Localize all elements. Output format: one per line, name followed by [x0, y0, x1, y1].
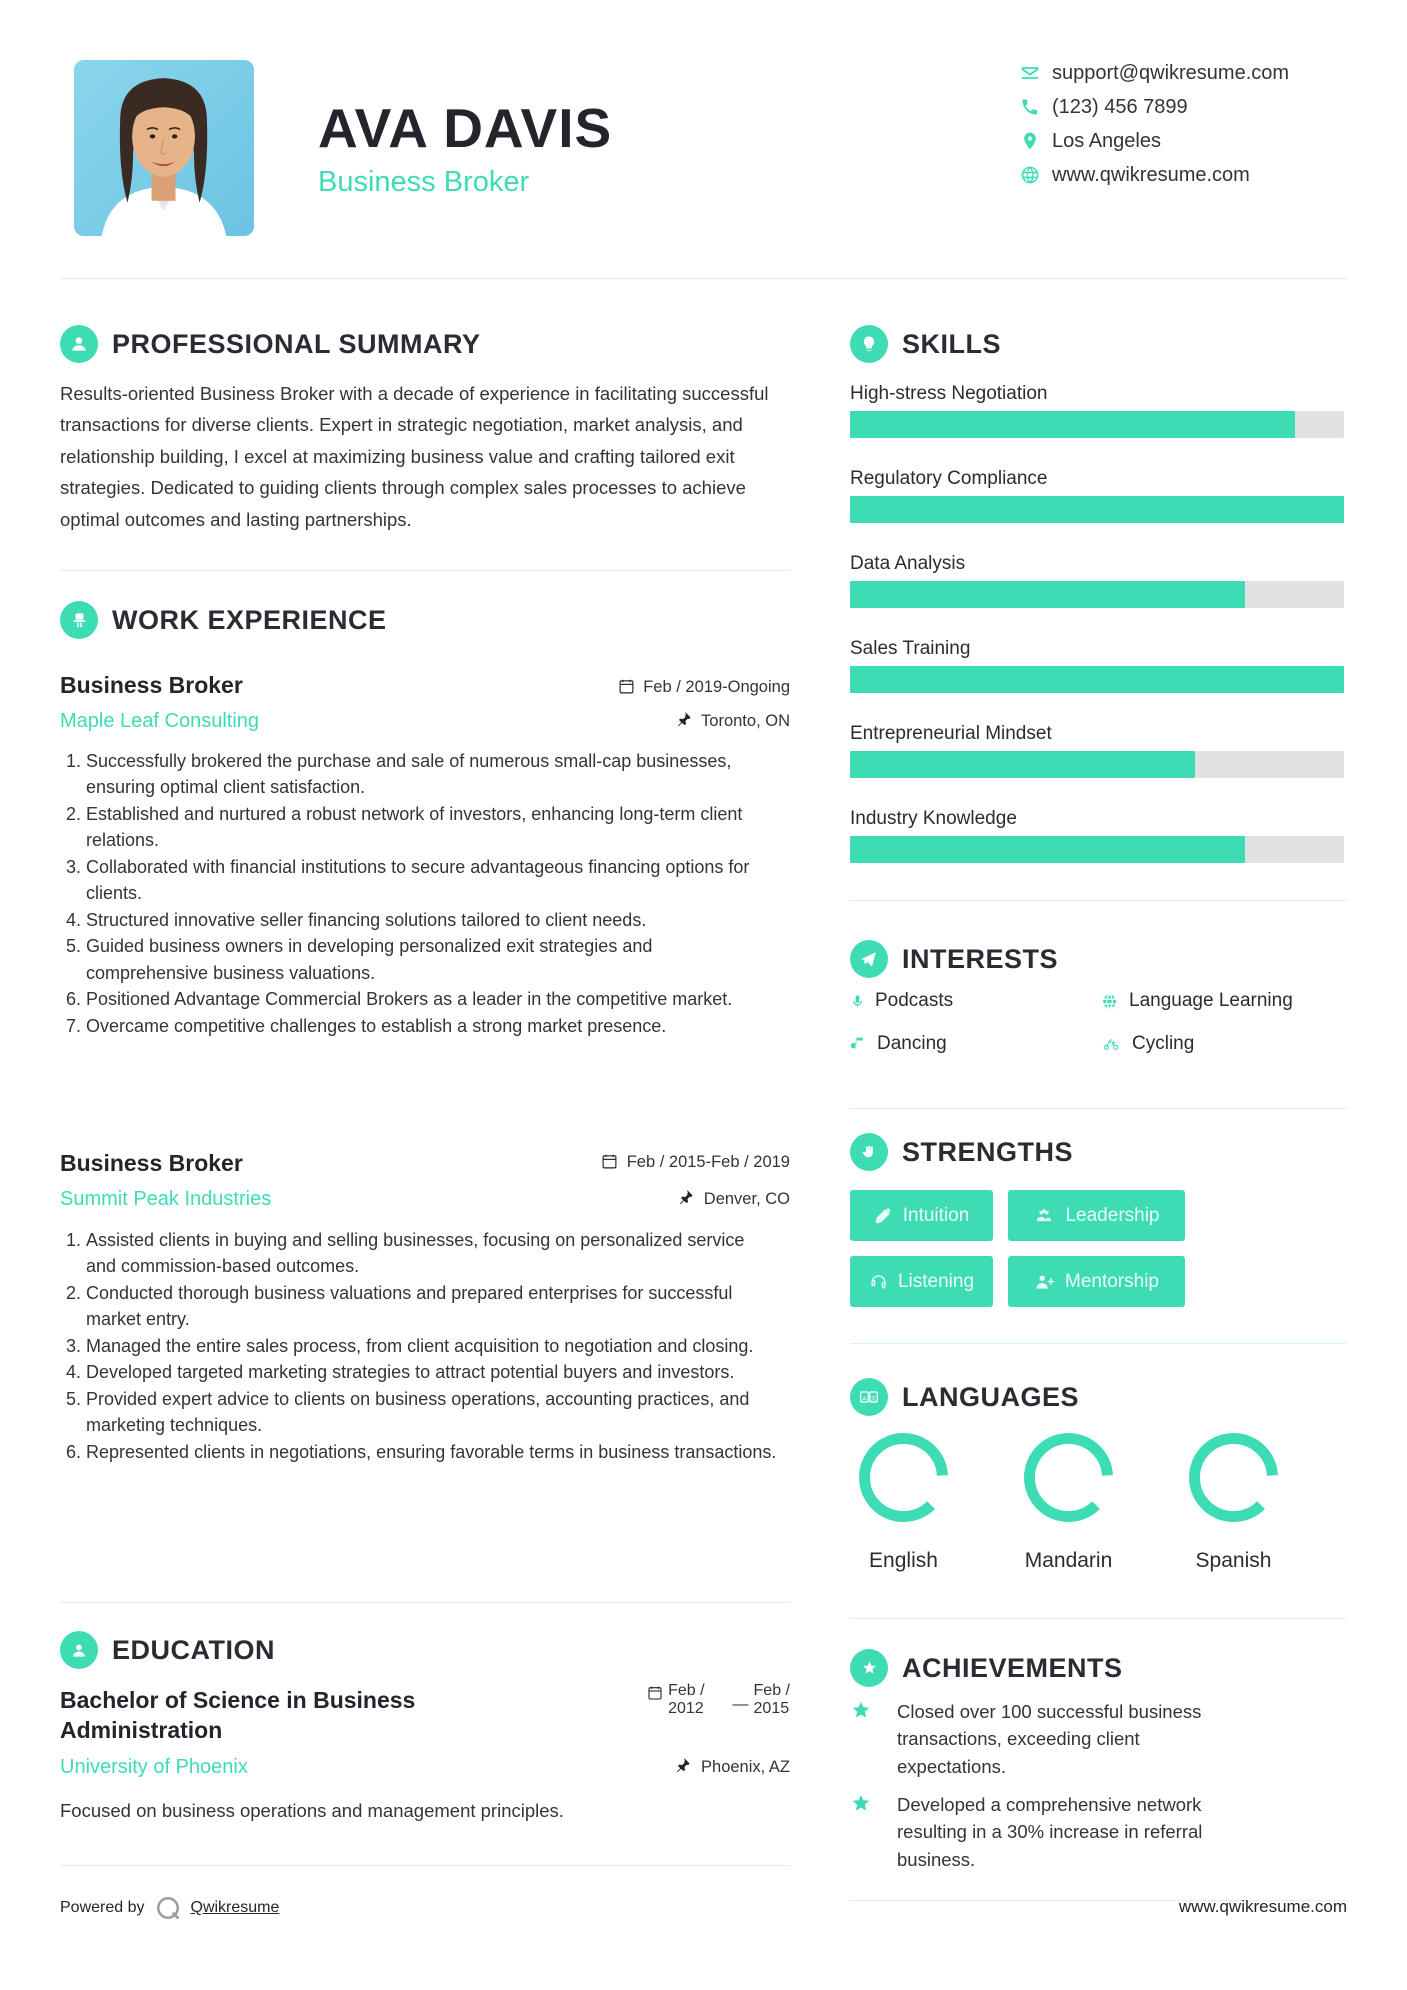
svg-text:A: A	[862, 1396, 866, 1402]
svg-text:文: 文	[871, 1394, 877, 1402]
